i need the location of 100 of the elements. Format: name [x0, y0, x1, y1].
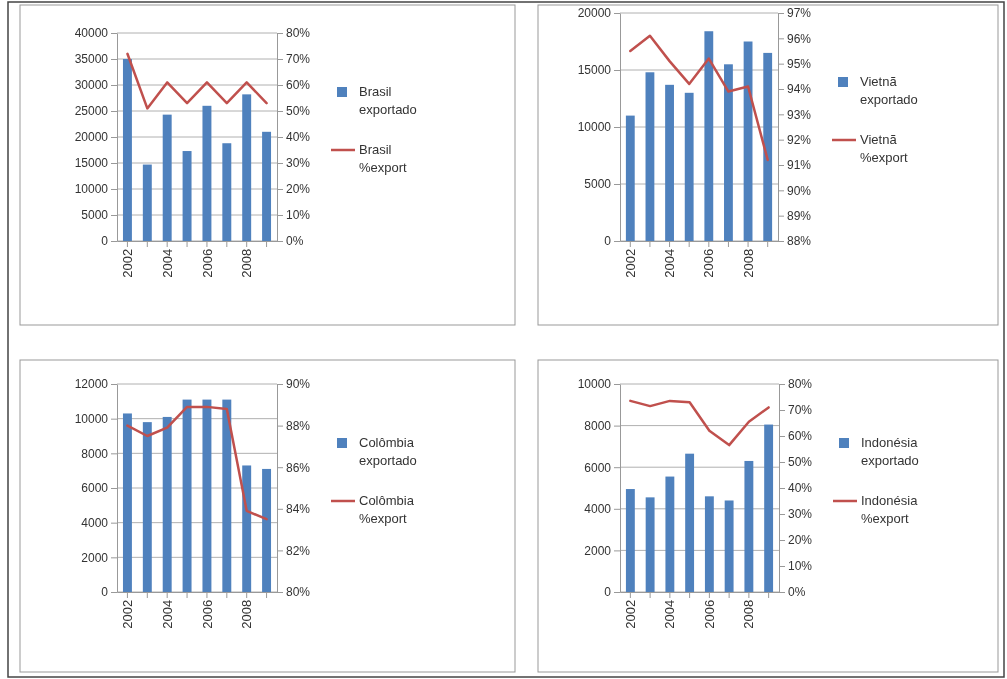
bar — [665, 84, 674, 241]
bar — [182, 399, 192, 592]
y-tick-label: 25000 — [74, 104, 109, 119]
y-tick-label: 5000 — [584, 177, 612, 192]
y2-tick-label: 70% — [788, 403, 813, 418]
bar — [684, 92, 694, 241]
y2-tick-label: 80% — [286, 585, 311, 600]
x-tick-label: 2006 — [199, 248, 215, 278]
y-tick-label: 5000 — [81, 208, 109, 223]
bar — [222, 143, 232, 241]
x-tick-label: 2008 — [740, 248, 756, 278]
y2-tick-label: 95% — [787, 57, 812, 72]
x-tick-label: 2006 — [701, 599, 717, 629]
bar — [182, 151, 192, 241]
x-tick-label: 2004 — [662, 248, 678, 278]
y-tick-label: 0 — [604, 585, 612, 600]
bar — [625, 489, 635, 592]
y2-tick-label: 40% — [788, 481, 813, 496]
y-tick-label: 10000 — [74, 412, 109, 427]
bar — [724, 500, 734, 592]
y-tick-label: 4000 — [584, 502, 612, 517]
bar — [142, 164, 152, 241]
y2-tick-label: 50% — [286, 104, 311, 119]
y2-tick-label: 70% — [286, 52, 311, 67]
bar — [202, 105, 212, 241]
y-tick-label: 20000 — [74, 130, 109, 145]
y2-tick-label: 82% — [286, 543, 311, 558]
y2-tick-label: 89% — [787, 209, 812, 224]
bar — [645, 72, 655, 241]
legend-label: Vietnã exportado — [860, 74, 918, 107]
y-tick-label: 35000 — [74, 52, 109, 67]
y2-tick-label: 30% — [788, 507, 813, 522]
y-tick-label: 8000 — [81, 446, 109, 461]
line-series — [629, 34, 769, 162]
y-tick-label: 0 — [604, 234, 612, 249]
legend-label: Colômbia exportado — [359, 435, 417, 468]
bar — [142, 422, 152, 592]
x-tick-label: 2002 — [622, 599, 638, 629]
y2-tick-label: 50% — [788, 455, 813, 470]
y2-tick-label: 30% — [286, 156, 311, 171]
y-tick-label: 15000 — [577, 63, 612, 78]
y2-tick-label: 20% — [286, 182, 311, 197]
y2-tick-label: 60% — [286, 78, 311, 93]
y2-tick-label: 80% — [286, 26, 311, 41]
x-tick-label: 2008 — [239, 599, 255, 629]
x-tick-label: 2006 — [701, 248, 717, 278]
line-series — [629, 399, 770, 447]
y2-tick-label: 80% — [788, 377, 813, 392]
y-tick-label: 4000 — [81, 516, 109, 531]
y-tick-label: 12000 — [74, 377, 109, 392]
y2-tick-label: 0% — [286, 234, 304, 249]
bar — [242, 94, 252, 241]
bar — [665, 476, 675, 592]
line-series — [126, 52, 268, 110]
y2-tick-label: 88% — [787, 234, 812, 249]
y2-tick-label: 60% — [788, 429, 813, 444]
y-tick-label: 15000 — [74, 156, 109, 171]
legend-label: Colômbia %export — [359, 493, 415, 526]
legend-label: Brasil %export — [359, 142, 408, 175]
y-tick-label: 6000 — [584, 460, 612, 475]
y2-tick-label: 84% — [286, 502, 311, 517]
bar — [262, 131, 272, 241]
y-tick-label: 0 — [101, 585, 109, 600]
y2-tick-label: 97% — [787, 6, 812, 21]
x-tick-label: 2004 — [662, 599, 678, 629]
y2-tick-label: 90% — [787, 183, 812, 198]
bar — [685, 453, 695, 592]
bar — [122, 59, 132, 241]
bar — [645, 497, 655, 592]
x-tick-label: 2004 — [159, 599, 175, 629]
legend-label: Indonésia %export — [861, 493, 919, 526]
y-tick-label: 30000 — [74, 78, 109, 93]
bar — [625, 115, 635, 241]
y-tick-label: 40000 — [74, 26, 109, 41]
y2-tick-label: 91% — [787, 158, 812, 173]
line-series — [126, 405, 268, 521]
y2-tick-label: 86% — [286, 460, 311, 475]
y2-tick-label: 20% — [788, 533, 813, 548]
y2-tick-label: 93% — [787, 107, 812, 122]
y-tick-label: 6000 — [81, 481, 109, 496]
bar — [262, 468, 272, 592]
bar — [704, 496, 714, 592]
bar — [744, 460, 754, 592]
y2-tick-label: 92% — [787, 133, 812, 148]
y2-tick-label: 0% — [788, 585, 806, 600]
x-tick-label: 2006 — [199, 599, 215, 629]
y-tick-label: 8000 — [584, 418, 612, 433]
bar — [222, 399, 232, 592]
y-tick-label: 2000 — [584, 543, 612, 558]
y-tick-label: 10000 — [577, 377, 612, 392]
x-tick-label: 2002 — [119, 599, 135, 629]
y-tick-label: 2000 — [81, 550, 109, 565]
bar — [704, 31, 714, 241]
y2-tick-label: 40% — [286, 130, 311, 145]
x-tick-label: 2002 — [119, 248, 135, 278]
y2-tick-label: 96% — [787, 31, 812, 46]
bar — [242, 465, 252, 592]
y2-tick-label: 88% — [286, 418, 311, 433]
bar — [162, 114, 172, 241]
x-tick-label: 2002 — [622, 248, 638, 278]
